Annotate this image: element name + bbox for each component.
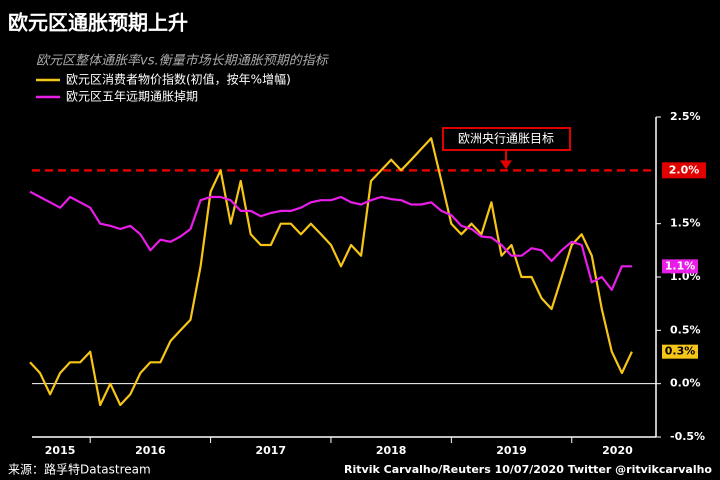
x-tick-label: 2020 xyxy=(602,444,633,457)
chart-title: 欧元区通胀预期上升 xyxy=(8,11,188,35)
y-tick-label: -0.5% xyxy=(670,430,705,443)
x-tick-label: 2015 xyxy=(45,444,76,457)
target-label-box xyxy=(662,162,706,179)
annotation-arrowhead xyxy=(500,160,512,170)
end-label: 1.1% xyxy=(665,259,696,272)
end-label-box xyxy=(662,344,698,359)
x-tick-label: 2018 xyxy=(376,444,407,457)
x-tick-label: 2017 xyxy=(255,444,286,457)
source: 来源：路孚特Datastream xyxy=(8,462,151,477)
chart-subtitle: 欧元区整体通胀率vs.衡量市场长期通胀预期的指标 xyxy=(36,53,330,69)
legend-label: 欧元区五年远期通胀掉期 xyxy=(66,90,198,104)
legend-label: 欧元区消费者物价指数(初值，按年%增幅) xyxy=(66,72,291,87)
x-tick-label: 2016 xyxy=(135,444,166,457)
series-line xyxy=(29,190,632,291)
annotation: 欧洲央行通胀目标 xyxy=(458,132,554,146)
y-tick-label: 0.5% xyxy=(670,323,701,336)
x-tick-label: 2019 xyxy=(496,444,527,457)
y-tick-label: 1.5% xyxy=(670,217,701,230)
end-label: 0.3% xyxy=(665,345,696,358)
series-line xyxy=(29,137,633,407)
y-tick-label: 2.5% xyxy=(670,110,701,123)
credit: Ritvik Carvalho/Reuters 10/07/2020 Twitt… xyxy=(344,463,712,476)
target-label: 2.0% xyxy=(669,163,700,176)
y-tick-label: 0.0% xyxy=(670,377,701,390)
end-label-box xyxy=(662,259,698,274)
